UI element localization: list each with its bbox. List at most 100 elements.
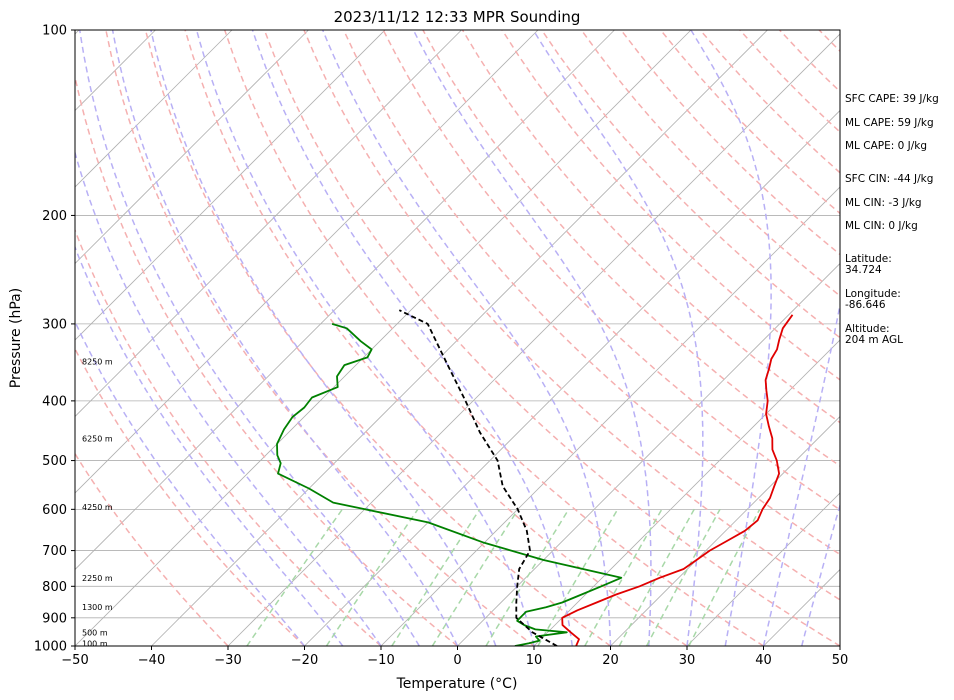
x-tick-label: −10 (367, 653, 394, 668)
height-label: 1300 m (82, 603, 113, 612)
y-axis-ticks: 1000 900 800 700 600 500 400 300 200 100 (34, 24, 75, 655)
moist-adiabat-line (75, 150, 382, 646)
moist-adiabat-line (532, 30, 704, 646)
mixing-ratio-line (485, 508, 570, 646)
moist-adiabat-line (412, 30, 652, 646)
mixing-ratio-line (618, 508, 695, 646)
mixing-ratio-line (537, 508, 619, 646)
isotherm-line (0, 30, 3, 646)
dry-adiabat-line (75, 347, 306, 646)
dry-adiabat-line (105, 30, 535, 646)
isotherm-line (75, 30, 233, 188)
height-label: 2250 m (82, 574, 113, 583)
moist-adiabat-line (251, 30, 574, 646)
x-tick-label: −30 (214, 653, 241, 668)
moist-adiabat-line (762, 301, 840, 646)
temperature-line (561, 314, 794, 646)
y-tick-label: 400 (42, 394, 67, 409)
y-tick-label: 700 (42, 544, 67, 559)
isotherm-line (75, 30, 462, 418)
annotation-text: SFC CAPE: 39 J/kg (845, 93, 939, 105)
x-axis-label: Temperature (°C) (396, 676, 518, 692)
mixing-ratio-line (688, 508, 761, 646)
moist-adiabat-line (801, 502, 840, 646)
isotherm-line (686, 492, 840, 646)
x-tick-label: 40 (755, 653, 772, 668)
y-tick-label: 900 (42, 611, 67, 626)
y-tick-label: 100 (42, 24, 67, 39)
annotation-text: 34.724 (845, 264, 882, 276)
height-labels: 100 m 500 m 1300 m 2250 m 4250 m 6250 m 8250 m (82, 357, 113, 648)
dry-adiabat-line (382, 30, 840, 511)
isotherm-line (75, 30, 692, 646)
mixing-ratio-line (246, 508, 343, 646)
isotherm-line (227, 33, 840, 646)
height-label: 500 m (82, 628, 108, 637)
y-tick-label: 200 (42, 209, 67, 224)
isotherm-line (75, 30, 309, 265)
dry-adiabat-line (303, 30, 840, 601)
dry-adiabat-line (263, 30, 840, 646)
moist-adiabat-line (75, 245, 344, 646)
dry-adiabat-line (342, 30, 840, 556)
dry-adiabat-line (144, 30, 611, 646)
isotherm-line (457, 262, 840, 646)
moist-adiabat-line (150, 30, 497, 646)
annotation-text: 204 m AGL (845, 334, 903, 346)
x-tick-label: 20 (602, 653, 619, 668)
height-label: 4250 m (82, 503, 113, 512)
annotation-text: ML CAPE: 59 J/kg (845, 117, 934, 129)
isotherm-line (75, 30, 386, 341)
x-tick-label: −50 (61, 653, 88, 668)
x-tick-label: 10 (526, 653, 543, 668)
mixing-ratio-line (645, 508, 721, 646)
sounding-profiles (276, 309, 794, 646)
dry-adiabat-line (223, 30, 764, 646)
isotherm-line (75, 30, 539, 494)
height-label: 8250 m (82, 357, 113, 366)
annotation-text: -86.646 (845, 299, 886, 311)
isotherm-line (151, 30, 768, 646)
y-tick-label: 800 (42, 580, 67, 595)
x-axis-ticks: −50 −40 −30 −20 −10 0 10 20 30 40 50 (61, 646, 848, 668)
plot-frame (74, 29, 841, 647)
background-lines (0, 30, 840, 646)
parcel-line (398, 309, 558, 646)
dry-adiabat-line (75, 228, 382, 646)
annotation-text: Altitude: (845, 323, 890, 335)
mixing-ratio-line (391, 508, 481, 646)
y-tick-label: 300 (42, 317, 67, 332)
annotation-text: SFC CIN: -44 J/kg (845, 173, 933, 185)
chart-title: 2023/11/12 12:33 MPR Sounding (334, 8, 581, 26)
x-tick-label: 30 (679, 653, 696, 668)
x-tick-label: 0 (453, 653, 461, 668)
y-tick-label: 1000 (34, 640, 67, 655)
dry-adiabat-line (422, 30, 840, 467)
dry-adiabat-line (580, 30, 840, 297)
annotation-text: Latitude: (845, 253, 892, 265)
isotherm-line (304, 109, 840, 646)
y-tick-label: 600 (42, 503, 67, 518)
annotation-text: ML CIN: 0 J/kg (845, 220, 918, 232)
moist-adiabat-line (195, 30, 535, 646)
annotation-text: Longitude: (845, 288, 901, 300)
annotation-text: ML CAPE: 0 J/kg (845, 140, 927, 152)
mixing-ratio-line (431, 508, 519, 646)
moist-adiabat-line (111, 30, 459, 646)
dry-adiabat-line (184, 30, 688, 646)
isotherm-line (610, 415, 840, 646)
moist-adiabat-line (322, 30, 612, 646)
dewpoint-line (276, 323, 623, 646)
y-tick-label: 500 (42, 454, 67, 469)
x-tick-label: 50 (832, 653, 849, 668)
moist-adiabat-line (690, 30, 772, 646)
sounding-stats: SFC CAPE: 39 J/kg ML CAPE: 59 J/kg ML CAPE… (845, 93, 939, 346)
height-label: 100 m (82, 639, 108, 648)
mixing-ratio-line (325, 508, 419, 646)
x-tick-label: −20 (291, 653, 318, 668)
dry-adiabat-line (75, 73, 458, 646)
moist-adiabat-line (78, 30, 420, 646)
isotherm-line (533, 339, 840, 646)
annotation-text: ML CIN: -3 J/kg (845, 197, 922, 209)
